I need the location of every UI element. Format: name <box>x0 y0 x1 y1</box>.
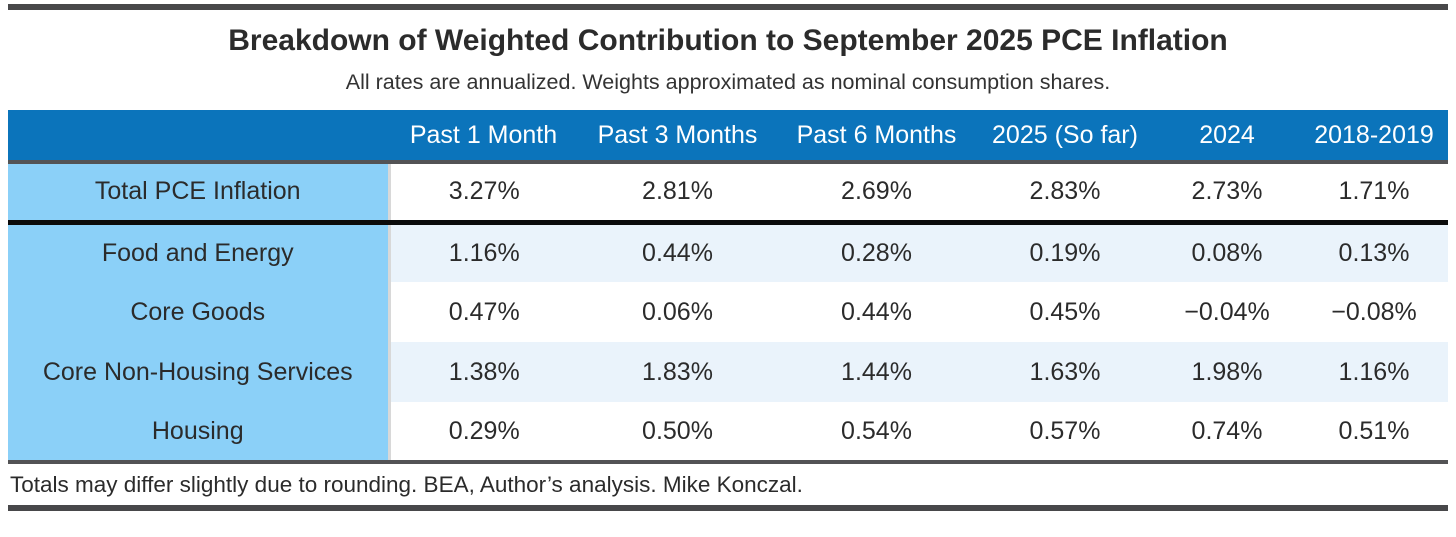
value-cell: 0.57% <box>976 402 1154 464</box>
value-cell: 0.28% <box>777 222 976 282</box>
value-cell: 1.16% <box>1300 342 1448 402</box>
value-cell: 3.27% <box>389 162 578 225</box>
column-header: Past 3 Months <box>578 110 777 164</box>
table-row: Core Non-Housing Services 1.38% 1.83% 1.44%… <box>8 342 1448 402</box>
row-label: Core Goods <box>8 282 391 342</box>
value-cell: 1.38% <box>389 342 578 402</box>
value-cell: 0.44% <box>841 297 912 326</box>
bottom-frame-bar <box>8 505 1448 511</box>
page-subtitle: All rates are annualized. Weights approx… <box>345 70 1111 94</box>
value-cell: 2.69% <box>777 162 976 225</box>
value-cell: 1.71% <box>1300 162 1448 225</box>
table-corner-cell <box>8 110 389 164</box>
value-cell: 0.54% <box>777 402 976 464</box>
value-cell: 0.19% <box>976 222 1154 282</box>
value-cell: 0.50% <box>578 402 777 464</box>
top-frame-bar <box>8 4 1448 10</box>
value-cell: 0.45% <box>1029 297 1101 326</box>
value-cell: −0.08% <box>1331 297 1417 326</box>
value-cell: 1.83% <box>578 342 777 402</box>
value-cell: 0.74% <box>1154 402 1300 464</box>
value-cell: −0.04% <box>1184 297 1270 326</box>
value-cell: 0.08% <box>1154 222 1300 282</box>
table-footnote: Totals may differ slightly due to roundi… <box>10 472 803 497</box>
value-cell: 2.81% <box>578 162 777 225</box>
row-label: Core Non-Housing Services <box>8 342 391 402</box>
column-header: 2018-2019 <box>1300 110 1448 164</box>
value-cell: 0.51% <box>1300 402 1448 464</box>
value-cell: 0.29% <box>389 402 578 464</box>
value-cell: 1.98% <box>1154 342 1300 402</box>
value-cell: 1.44% <box>777 342 976 402</box>
column-header: 2025 (So far) <box>976 110 1154 164</box>
value-cell: 0.47% <box>448 297 520 326</box>
row-label: Food and Energy <box>8 222 391 282</box>
value-cell: 0.44% <box>578 222 777 282</box>
pce-contribution-table: Past 1 Month Past 3 Months Past 6 Months 20… <box>8 110 1448 464</box>
table-row: Total PCE Inflation 3.27% 2.81% 2.69% 2.83% 2… <box>8 162 1448 225</box>
row-label: Total PCE Inflation <box>8 162 391 225</box>
column-header: Past 6 Months <box>777 110 976 164</box>
table-row: Housing 0.29% 0.50% 0.54% 0.57% 0.74% 0.51% <box>8 402 1448 464</box>
row-label: Housing <box>8 402 391 464</box>
value-cell: 1.16% <box>389 222 578 282</box>
value-cell: 1.63% <box>976 342 1154 402</box>
column-header: 2024 <box>1154 110 1300 164</box>
table-row: Core Goods 0.47% 0.06% 0.44% 0.45% −0.04% −0.0… <box>8 282 1448 342</box>
value-cell: 2.83% <box>976 162 1154 225</box>
value-cell: 0.06% <box>642 297 713 326</box>
value-cell: 0.13% <box>1300 222 1448 282</box>
table-row: Food and Energy 1.16% 0.44% 0.28% 0.19% 0.08%… <box>8 222 1448 282</box>
page-title: Breakdown of Weighted Contribution to Se… <box>228 24 1228 57</box>
table-header-row: Past 1 Month Past 3 Months Past 6 Months 20… <box>8 110 1448 164</box>
column-header: Past 1 Month <box>389 110 578 164</box>
value-cell: 2.73% <box>1154 162 1300 225</box>
